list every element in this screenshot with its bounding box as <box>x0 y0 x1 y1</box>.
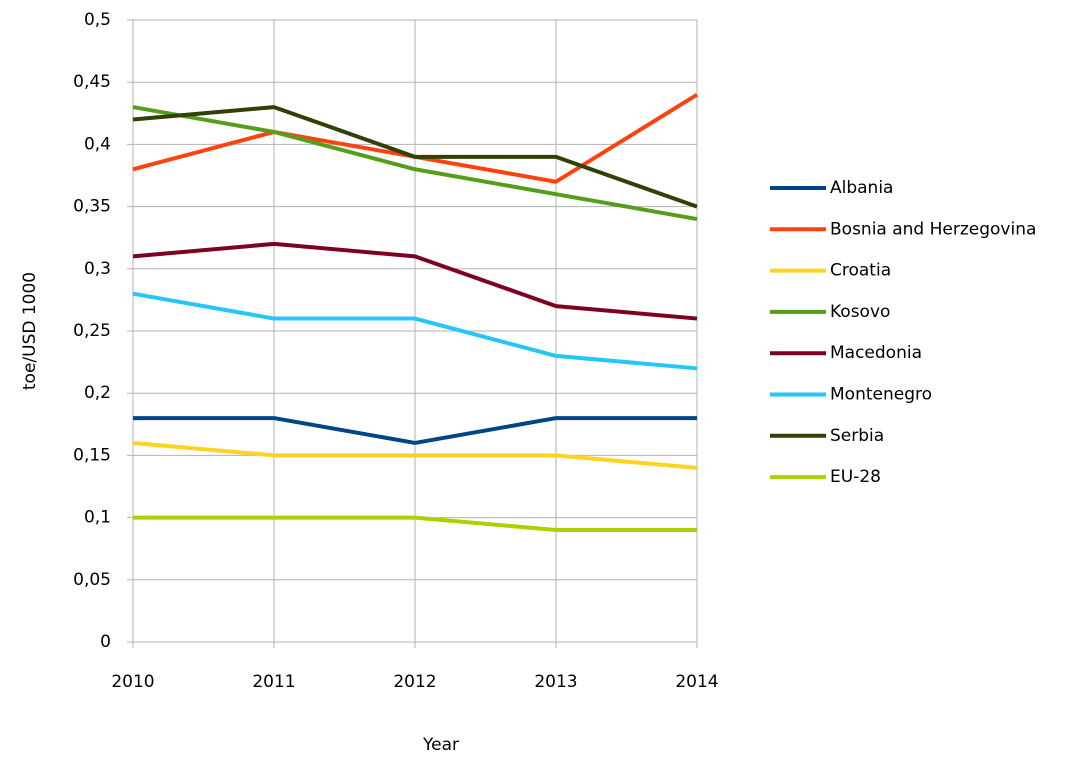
series-line <box>133 416 697 445</box>
legend-label: EU-28 <box>830 467 881 487</box>
series-line <box>132 440 698 470</box>
series-line <box>132 105 698 222</box>
x-tick-label: 2012 <box>393 672 436 692</box>
legend-label: Albania <box>830 178 893 198</box>
legend-label: Serbia <box>830 426 884 446</box>
y-tick-label: 0,25 <box>73 321 111 341</box>
y-tick-label: 0,45 <box>73 72 111 92</box>
x-tick-label: 2014 <box>675 672 718 692</box>
legend-label: Bosnia and Herzegovina <box>830 219 1036 239</box>
x-tick-label: 2010 <box>111 672 154 692</box>
y-tick-label: 0,05 <box>73 570 111 590</box>
legend-label: Montenegro <box>830 385 932 405</box>
x-tick-label: 2011 <box>252 672 295 692</box>
series-line <box>132 105 698 209</box>
series-line <box>133 515 697 533</box>
legend-label: Croatia <box>830 261 891 281</box>
x-axis-label: Year <box>422 735 459 755</box>
y-tick-label: 0,4 <box>84 134 111 154</box>
y-tick-label: 0,1 <box>84 508 111 528</box>
x-tick-label: 2013 <box>534 672 577 692</box>
series-line <box>132 291 698 371</box>
y-tick-label: 0,35 <box>73 197 111 217</box>
series-line <box>132 241 698 321</box>
y-tick-label: 0,5 <box>84 10 111 30</box>
legend-label: Kosovo <box>830 302 890 322</box>
y-tick-label: 0,15 <box>73 445 111 465</box>
y-tick-label: 0,3 <box>84 259 111 279</box>
y-tick-label: 0,2 <box>84 383 111 403</box>
legend-label: Macedonia <box>830 343 922 363</box>
y-tick-label: 0 <box>100 632 111 652</box>
y-axis-label: toe/USD 1000 <box>20 272 40 390</box>
